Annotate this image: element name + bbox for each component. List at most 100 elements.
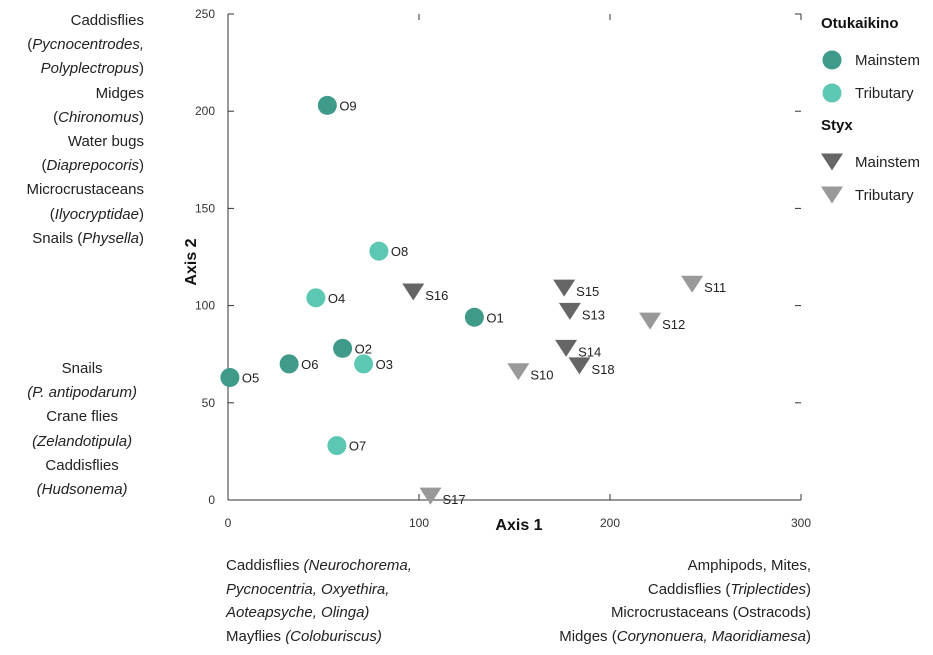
annotation-text: ) <box>806 627 811 645</box>
point-label-s12: S12 <box>662 317 685 332</box>
y-tick-label-150: 150 <box>195 201 215 215</box>
annotation-text: Midges ( <box>559 627 617 645</box>
annotation-line: Caddisflies (Neurochorema, <box>226 554 412 578</box>
chart-axes <box>227 14 801 501</box>
annotation-text: (Hudsonema) <box>36 481 128 499</box>
annotation-line: Amphipods, Mites, <box>559 554 811 578</box>
annotation-text: ( <box>41 157 47 175</box>
point-o2 <box>333 338 353 358</box>
point-label-s11: S11 <box>704 280 726 295</box>
chart-ticks: 0 50 100 150 200 250 0 100 200 300 <box>195 7 811 530</box>
point-label-s13: S13 <box>582 307 605 322</box>
point-o7 <box>327 436 347 456</box>
annotation-bottom-left: Caddisflies (Neurochorema, Pycnocentria, … <box>226 554 412 648</box>
point-label-s14: S14 <box>578 344 601 359</box>
annotation-left-top: Caddisflies (Pycnocentrodes, Polyplectropu… <box>26 9 144 251</box>
point-label-o5: O5 <box>242 371 259 386</box>
annotation-text: Chironomus <box>58 108 139 126</box>
point-label-o7: O7 <box>349 439 366 454</box>
annotation-text: (Zelandotipula) <box>32 432 133 450</box>
annotation-line: Snails <box>27 357 137 381</box>
y-tick-label-0: 0 <box>208 493 215 507</box>
annotation-text: Caddisflies <box>45 456 119 474</box>
annotation-text: Triplectides <box>730 580 806 598</box>
point-o4 <box>306 288 326 308</box>
y-tick-label-50: 50 <box>202 396 216 410</box>
annotation-text: ) <box>139 108 144 126</box>
y-tick-label-250: 250 <box>195 7 215 21</box>
annotation-line: (Zelandotipula) <box>27 430 137 454</box>
annotation-line: Midges <box>26 82 144 106</box>
annotation-line: (Pycnocentrodes, <box>26 33 144 57</box>
annotation-text: Aoteapsyche, Olinga) <box>226 604 370 621</box>
annotation-text: ) <box>139 60 144 78</box>
legend-marker-otukaikino-tributary <box>822 83 842 103</box>
point-s15 <box>553 279 576 297</box>
annotation-text: Pycnocentria, Oxyethira, <box>226 580 390 598</box>
legend-label-styx-mainstem: Mainstem <box>855 154 920 171</box>
point-o5 <box>220 368 240 388</box>
annotation-text: Pycnocentrodes, <box>32 36 144 54</box>
chart-points: O1 O2 O5 O6 O9 O3 O4 O7 O8 S13 S14 S15 S16 S18 S10 S11 S… <box>220 95 726 507</box>
annotation-line: (Ilyocryptidae) <box>26 203 144 227</box>
point-s17 <box>419 487 442 505</box>
point-label-s18: S18 <box>591 362 614 377</box>
point-o8 <box>369 241 389 261</box>
annotation-text: ( <box>27 36 33 54</box>
annotation-line: Caddisflies (Triplectides) <box>559 578 811 602</box>
x-tick-label-100: 100 <box>409 516 429 530</box>
legend-marker-styx-mainstem <box>821 153 843 171</box>
point-label-s10: S10 <box>530 368 553 383</box>
annotation-text: Crane flies <box>46 408 118 426</box>
point-label-o9: O9 <box>339 98 356 113</box>
annotation-bottom-right: Amphipods, Mites, Caddisflies (Triplectid… <box>559 554 811 648</box>
annotation-text: Snails ( <box>32 229 83 247</box>
legend-marker-styx-tributary <box>821 186 843 204</box>
y-axis-title: Axis 2 <box>183 238 200 285</box>
point-label-o8: O8 <box>391 244 408 259</box>
annotation-text: ( <box>49 205 55 223</box>
annotation-text: Caddisflies ( <box>647 580 731 598</box>
annotation-text: (Coloburiscus) <box>285 627 382 645</box>
point-s18 <box>568 357 591 375</box>
annotation-line: (Diaprepocoris) <box>26 154 144 178</box>
annotation-text: (P. antipodarum) <box>27 384 137 402</box>
legend-label-otukaikino-tributary: Tributary <box>855 85 914 102</box>
annotation-line: Aoteapsyche, Olinga) <box>226 601 412 625</box>
annotation-text: Snails <box>61 360 103 377</box>
x-axis-title: Axis 1 <box>495 517 542 534</box>
annotation-line: Pycnocentria, Oxyethira, <box>226 578 412 602</box>
point-label-o4: O4 <box>328 291 345 306</box>
point-o1 <box>464 307 484 327</box>
annotation-line: (Chironomus) <box>26 106 144 130</box>
annotation-line: Microcrustaceans <box>26 178 144 202</box>
annotation-text: Amphipods, Mites, <box>687 557 811 574</box>
annotation-line: (Hudsonema) <box>27 478 137 502</box>
annotation-text: Midges <box>95 84 144 102</box>
legend-group-otukaikino: Otukaikino <box>821 15 899 32</box>
point-s12 <box>639 312 662 330</box>
annotation-line: Polyplectropus) <box>26 57 144 81</box>
annotation-text: Polyplectropus <box>40 60 139 78</box>
legend-group-styx: Styx <box>821 117 853 134</box>
annotation-left-bottom: Snails (P. antipodarum) Crane flies (Zeland… <box>27 357 137 502</box>
x-tick-label-300: 300 <box>791 516 811 530</box>
point-s11 <box>681 275 704 293</box>
annotation-line: Mayflies (Coloburiscus) <box>226 625 412 649</box>
annotation-line: Caddisflies <box>27 454 137 478</box>
annotation-line: Crane flies <box>27 405 137 429</box>
chart-legend: OtukaikinoMainstemTributaryStyxMainstemT… <box>821 15 920 204</box>
point-s16 <box>402 283 425 301</box>
point-s13 <box>558 302 581 320</box>
point-label-o3: O3 <box>376 357 393 372</box>
annotation-line: Snails (Physella) <box>26 227 144 251</box>
annotation-text: ) <box>139 157 144 175</box>
point-label-s16: S16 <box>425 288 448 303</box>
legend-marker-otukaikino-mainstem <box>822 50 842 70</box>
annotation-text: ) <box>139 229 144 247</box>
point-label-s17: S17 <box>442 492 465 507</box>
point-s14 <box>555 339 578 357</box>
y-tick-label-200: 200 <box>195 104 215 118</box>
y-tick-label-100: 100 <box>195 299 215 313</box>
annotation-text: ) <box>806 580 811 598</box>
